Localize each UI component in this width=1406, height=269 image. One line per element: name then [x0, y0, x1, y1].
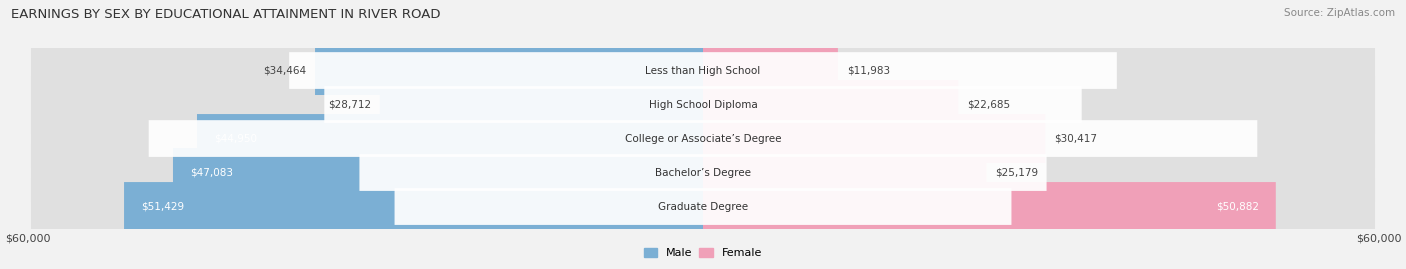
FancyBboxPatch shape [703, 80, 959, 129]
Text: Bachelor’s Degree: Bachelor’s Degree [655, 168, 751, 178]
Text: $51,429: $51,429 [141, 201, 184, 211]
Text: $47,083: $47,083 [190, 168, 233, 178]
FancyBboxPatch shape [395, 188, 1011, 225]
FancyBboxPatch shape [31, 76, 1375, 133]
Text: $22,685: $22,685 [967, 100, 1011, 109]
FancyBboxPatch shape [703, 148, 987, 197]
FancyBboxPatch shape [31, 144, 1375, 201]
Legend: Male, Female: Male, Female [640, 243, 766, 263]
Text: High School Diploma: High School Diploma [648, 100, 758, 109]
Text: College or Associate’s Degree: College or Associate’s Degree [624, 133, 782, 144]
FancyBboxPatch shape [360, 154, 1046, 191]
Text: $11,983: $11,983 [846, 66, 890, 76]
FancyBboxPatch shape [315, 46, 703, 95]
Text: Less than High School: Less than High School [645, 66, 761, 76]
Text: EARNINGS BY SEX BY EDUCATIONAL ATTAINMENT IN RIVER ROAD: EARNINGS BY SEX BY EDUCATIONAL ATTAINMEN… [11, 8, 440, 21]
Text: $34,464: $34,464 [263, 66, 307, 76]
FancyBboxPatch shape [703, 46, 838, 95]
FancyBboxPatch shape [31, 178, 1375, 235]
FancyBboxPatch shape [173, 148, 703, 197]
FancyBboxPatch shape [31, 110, 1375, 167]
FancyBboxPatch shape [290, 52, 1116, 89]
FancyBboxPatch shape [124, 182, 703, 231]
FancyBboxPatch shape [31, 42, 1375, 99]
Text: $50,882: $50,882 [1216, 201, 1258, 211]
Text: Graduate Degree: Graduate Degree [658, 201, 748, 211]
FancyBboxPatch shape [703, 114, 1046, 163]
Text: $30,417: $30,417 [1054, 133, 1098, 144]
Text: $28,712: $28,712 [328, 100, 371, 109]
Text: $25,179: $25,179 [995, 168, 1039, 178]
FancyBboxPatch shape [380, 80, 703, 129]
FancyBboxPatch shape [325, 86, 1081, 123]
FancyBboxPatch shape [149, 120, 1257, 157]
FancyBboxPatch shape [197, 114, 703, 163]
Text: Source: ZipAtlas.com: Source: ZipAtlas.com [1284, 8, 1395, 18]
Text: $44,950: $44,950 [214, 133, 257, 144]
FancyBboxPatch shape [703, 182, 1275, 231]
